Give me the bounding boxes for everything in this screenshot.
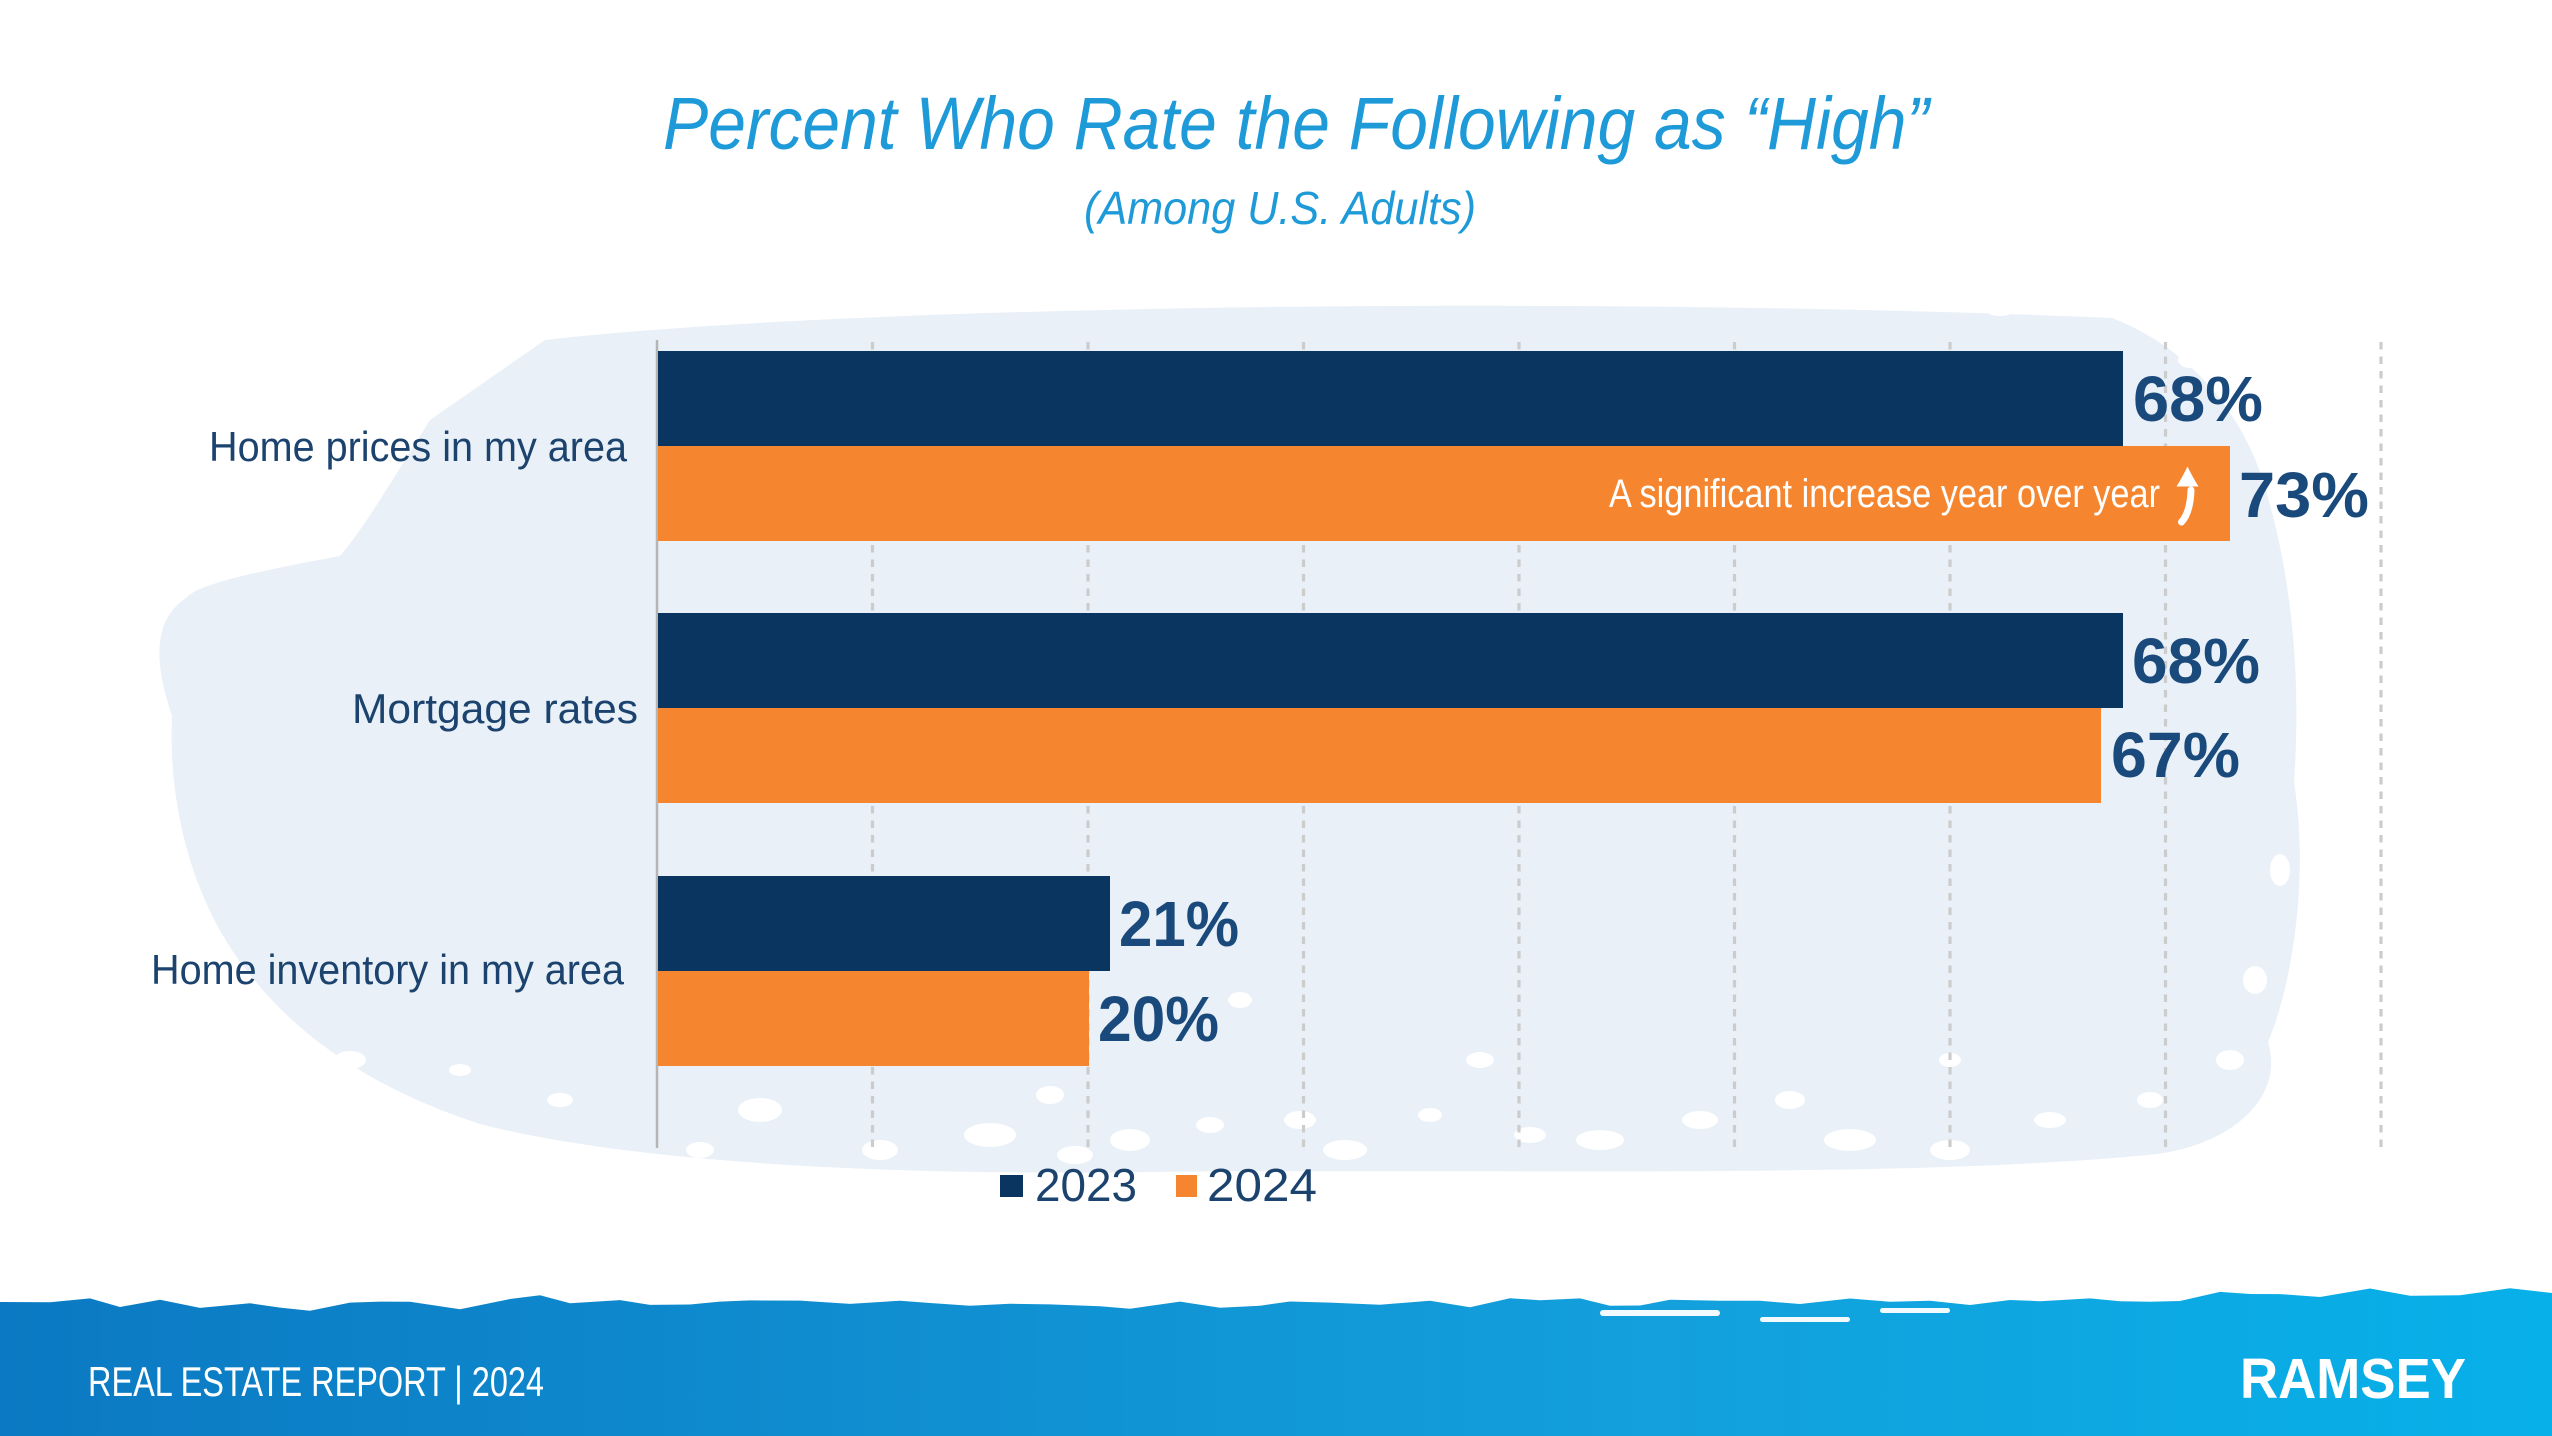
svg-text:2024: 2024 [1207,1159,1317,1211]
svg-text:67%: 67% [2111,719,2240,791]
svg-text:(Among U.S. Adults): (Among U.S. Adults) [1084,182,1476,234]
svg-text:Mortgage rates: Mortgage rates [352,685,638,732]
svg-text:68%: 68% [2133,363,2263,435]
svg-text:Percent Who Rate the Following: Percent Who Rate the Following as “High” [663,82,1932,165]
svg-text:Home inventory in my area: Home inventory in my area [151,946,625,993]
svg-text:68%: 68% [2132,625,2260,697]
svg-text:A significant increase year ov: A significant increase year over year [1609,472,2160,516]
svg-text:2023: 2023 [1035,1159,1137,1211]
svg-text:RAMSEY: RAMSEY [2240,1347,2466,1411]
svg-text:73%: 73% [2239,459,2369,531]
svg-text:20%: 20% [1098,983,1219,1055]
svg-text:Home prices in my area: Home prices in my area [209,423,628,470]
svg-text:21%: 21% [1119,888,1239,960]
svg-text:REAL ESTATE REPORT | 2024: REAL ESTATE REPORT | 2024 [88,1358,544,1405]
